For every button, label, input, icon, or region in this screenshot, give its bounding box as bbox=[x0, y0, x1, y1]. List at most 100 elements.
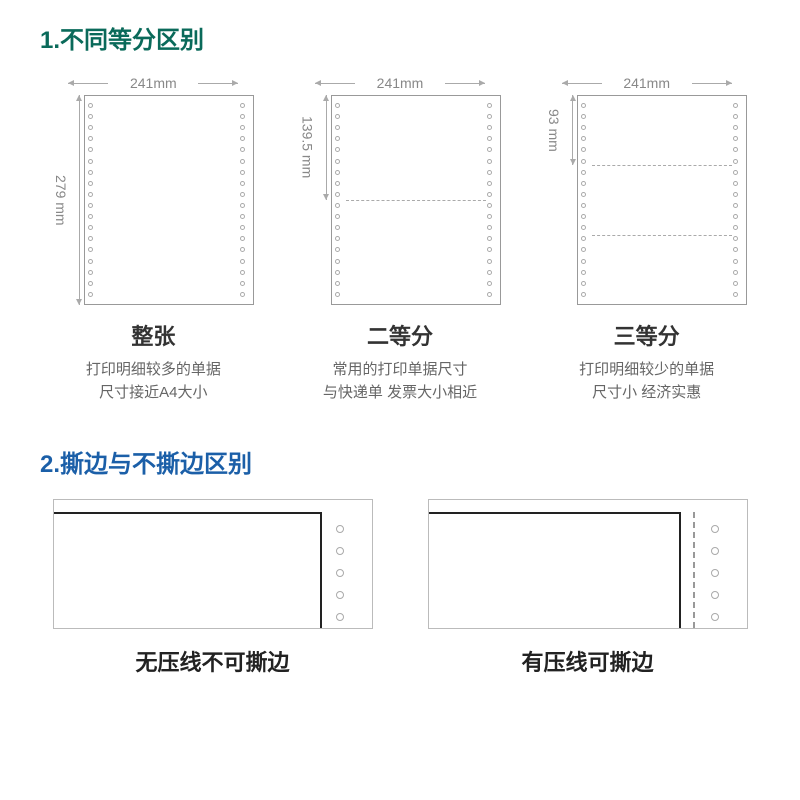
perforation-hole bbox=[733, 170, 738, 175]
width-dimension-label: 241mm bbox=[619, 75, 674, 91]
perforation-hole bbox=[336, 613, 344, 621]
perforation-hole bbox=[581, 147, 586, 152]
perforation-hole bbox=[88, 247, 93, 252]
perforation-hole bbox=[335, 181, 340, 186]
edge-perforation bbox=[336, 518, 344, 628]
perforation-hole bbox=[487, 203, 492, 208]
perforation-hole bbox=[335, 103, 340, 108]
fold-line bbox=[592, 235, 732, 236]
perforation-hole bbox=[336, 569, 344, 577]
perforation-hole bbox=[335, 292, 340, 297]
perforation-hole bbox=[88, 236, 93, 241]
perforation-hole bbox=[711, 569, 719, 577]
perforation-hole bbox=[581, 103, 586, 108]
perforation-hole bbox=[240, 125, 245, 130]
perforation-hole bbox=[487, 236, 492, 241]
perforation-hole bbox=[733, 114, 738, 119]
perforation-hole bbox=[88, 192, 93, 197]
paper-description-line: 尺寸小 经济实惠 bbox=[579, 382, 714, 405]
perforation-hole bbox=[335, 125, 340, 130]
perforation-hole bbox=[733, 136, 738, 141]
perforation-left bbox=[88, 100, 98, 300]
paper-description-line: 常用的打印单据尺寸 bbox=[323, 359, 477, 382]
perforation-hole bbox=[733, 147, 738, 152]
edge-label: 无压线不可撕边 bbox=[135, 645, 289, 677]
perforation-hole bbox=[581, 136, 586, 141]
perforation-hole bbox=[487, 225, 492, 230]
fold-line bbox=[592, 165, 732, 166]
perforation-hole bbox=[487, 159, 492, 164]
perforation-hole bbox=[487, 136, 492, 141]
perforation-hole bbox=[240, 270, 245, 275]
perforation-left bbox=[335, 100, 345, 300]
perforation-hole bbox=[335, 236, 340, 241]
perforation-hole bbox=[733, 292, 738, 297]
perforation-right bbox=[487, 100, 497, 300]
perforation-hole bbox=[711, 547, 719, 555]
perforation-hole bbox=[88, 270, 93, 275]
perforation-hole bbox=[487, 259, 492, 264]
width-dimension: 241mm bbox=[68, 75, 238, 91]
height-dimension-line bbox=[79, 95, 80, 305]
perforation-hole bbox=[88, 170, 93, 175]
perforation-hole bbox=[711, 591, 719, 599]
paper-diagram bbox=[84, 95, 254, 305]
height-dimension-line bbox=[326, 95, 327, 200]
perforation-hole bbox=[733, 103, 738, 108]
edge-inner-border bbox=[428, 512, 681, 629]
height-dimension-label: 279 mm bbox=[53, 95, 69, 305]
perforation-hole bbox=[240, 147, 245, 152]
perforation-hole bbox=[88, 225, 93, 230]
perforation-hole bbox=[581, 214, 586, 219]
perforation-hole bbox=[733, 281, 738, 286]
perforation-hole bbox=[733, 259, 738, 264]
perforation-hole bbox=[581, 292, 586, 297]
section-2-title: 2.撕边与不撕边区别 bbox=[40, 444, 760, 479]
paper-description-line: 打印明细较少的单据 bbox=[579, 359, 714, 382]
paper-division-row: 241mm279 mm整张打印明细较多的单据尺寸接近A4大小241mm139.5… bbox=[40, 75, 760, 404]
perforation-hole bbox=[581, 114, 586, 119]
perforation-hole bbox=[240, 136, 245, 141]
edge-perforation bbox=[711, 518, 719, 628]
perforation-hole bbox=[240, 292, 245, 297]
perforation-hole bbox=[733, 203, 738, 208]
tear-line bbox=[693, 512, 695, 628]
perforation-hole bbox=[335, 136, 340, 141]
perforation-hole bbox=[487, 125, 492, 130]
perforation-hole bbox=[240, 281, 245, 286]
perforation-hole bbox=[487, 114, 492, 119]
perforation-hole bbox=[581, 170, 586, 175]
edge-label: 有压线可撕边 bbox=[521, 645, 653, 677]
paper-column-1: 241mm139.5 mm二等分常用的打印单据尺寸与快递单 发票大小相近 bbox=[287, 75, 514, 404]
perforation-hole bbox=[733, 225, 738, 230]
perforation-right bbox=[733, 100, 743, 300]
height-dimension: 279 mm bbox=[53, 95, 84, 305]
edge-column-1: 有压线可撕边 bbox=[415, 499, 760, 677]
perforation-hole bbox=[581, 181, 586, 186]
perforation-hole bbox=[88, 259, 93, 264]
perforation-hole bbox=[240, 170, 245, 175]
perforation-hole bbox=[335, 259, 340, 264]
perforation-hole bbox=[335, 225, 340, 230]
perforation-hole bbox=[581, 159, 586, 164]
perforation-hole bbox=[240, 203, 245, 208]
perforation-hole bbox=[335, 159, 340, 164]
perforation-hole bbox=[487, 147, 492, 152]
perforation-hole bbox=[733, 270, 738, 275]
perforation-hole bbox=[487, 247, 492, 252]
perforation-hole bbox=[88, 125, 93, 130]
perforation-hole bbox=[240, 159, 245, 164]
paper-name: 二等分 bbox=[367, 319, 433, 351]
perforation-hole bbox=[487, 281, 492, 286]
edge-comparison-row: 无压线不可撕边 有压线可撕边 bbox=[40, 499, 760, 677]
perforation-hole bbox=[733, 159, 738, 164]
perforation-hole bbox=[240, 259, 245, 264]
perforation-hole bbox=[581, 203, 586, 208]
perforation-hole bbox=[733, 247, 738, 252]
fold-line bbox=[346, 200, 486, 201]
perforation-hole bbox=[88, 159, 93, 164]
perforation-hole bbox=[711, 525, 719, 533]
edge-diagram bbox=[428, 499, 748, 629]
paper-diagram bbox=[577, 95, 747, 305]
perforation-hole bbox=[88, 136, 93, 141]
